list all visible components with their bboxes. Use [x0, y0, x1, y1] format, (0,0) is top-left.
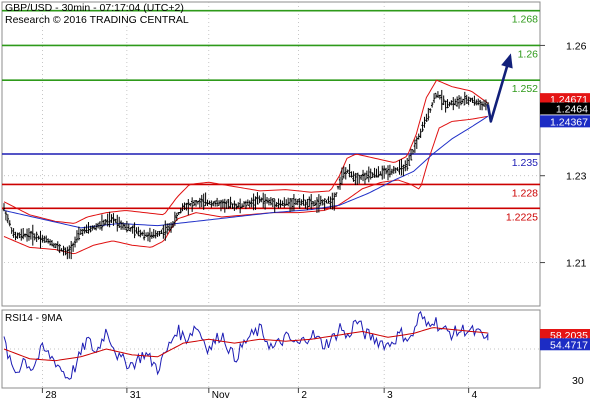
badge-last-price-bg: [540, 102, 590, 115]
level-label-1-268: 1.268: [512, 14, 538, 26]
rsi-y-tick-label: 30: [572, 375, 584, 387]
rsi-panel-title: RSI14 - 9MA: [5, 313, 63, 324]
y-tick-label: 1.23: [566, 171, 587, 183]
level-label-1-2225: 1.2225: [506, 211, 538, 223]
level-label-1-235: 1.235: [512, 157, 538, 169]
bollinger-bands: [3, 79, 489, 255]
badge-bollinger-upper-bg: [540, 93, 590, 106]
forecast-arrow-head: [501, 53, 513, 69]
bollinger-upper-line: [3, 79, 489, 224]
axes: 28 31 Nov 2 3 4 1.26 1.23 1.21 30: [41, 40, 587, 401]
badge-rsi-ma-bg: [540, 329, 590, 342]
forecast-arrow-layer: [486, 53, 513, 123]
level-label-1-26: 1.26: [518, 48, 539, 60]
badge-moving-average-bg: [540, 115, 590, 128]
bollinger-lower-line: [3, 115, 488, 255]
x-tick-label: 28: [45, 390, 57, 400]
level-lines: 1.268 1.26 1.252 1.235 1.228 1.2225: [2, 9, 540, 223]
x-tick-label: 2: [301, 390, 307, 400]
level-label-1-252: 1.252: [512, 83, 538, 95]
forecast-arrow: [486, 55, 512, 123]
badge-rsi-label: 54.4717: [550, 339, 588, 351]
x-tick-label: 4: [472, 390, 478, 400]
level-label-1-228: 1.228: [512, 187, 538, 199]
chart-header-line2: Research © 2016 TRADING CENTRAL: [5, 14, 189, 26]
badge-last-price-label: 1.2464: [556, 103, 588, 115]
x-tick-label: 31: [130, 390, 142, 400]
y-tick-label: 1.26: [566, 40, 587, 52]
x-tick-label: 3: [387, 390, 393, 400]
badge-moving-average-label: 1.24367: [550, 116, 588, 128]
y-tick-label: 1.21: [566, 258, 587, 270]
rsi-ma-line: [3, 327, 488, 362]
rsi-layer: [2, 310, 540, 380]
x-tick-label: Nov: [212, 390, 230, 400]
price-bars: [2, 89, 490, 260]
chart-header-line1: GBP/USD - 30min - 07:17:04 (UTC+2): [5, 2, 184, 14]
badge-rsi-bg: [540, 338, 590, 351]
